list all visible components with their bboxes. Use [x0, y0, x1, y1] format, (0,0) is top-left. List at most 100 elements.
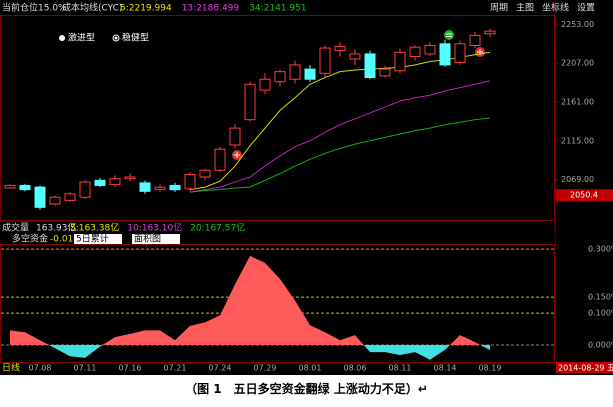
- candle-body: [364, 53, 376, 79]
- volume-ma-label: 5:163.38亿: [70, 222, 119, 234]
- candle-body: [454, 43, 466, 63]
- price-marker: [556, 189, 613, 202]
- candle-body: [484, 30, 496, 35]
- dropdown[interactable]: [132, 234, 180, 244]
- indicator-title: 多空资金: [12, 233, 48, 245]
- candle-body: [349, 53, 361, 60]
- y-tick-label: 0.150%: [588, 293, 613, 302]
- dropdown-text[interactable]: 面积图: [134, 233, 161, 245]
- x-tick-label: 08.14: [434, 364, 457, 373]
- candle-body: [109, 178, 121, 186]
- candle-body: [34, 186, 46, 208]
- x-tick-label: 08.19: [479, 364, 502, 373]
- candle-body: [184, 173, 196, 190]
- candle-body: [94, 179, 106, 186]
- y-tick-label: 2161.00: [561, 97, 594, 106]
- menu-item[interactable]: 周期: [490, 3, 508, 14]
- caption: （图 1 五日多空资金翻绿 上涨动力不足）↵: [185, 382, 428, 396]
- x-tick-label: 08.01: [299, 364, 322, 373]
- date: 2014-08-29 五: [558, 364, 613, 373]
- ma-line: [189, 117, 491, 193]
- candle-body: [199, 169, 211, 178]
- y-tick-label: 2207.00: [561, 59, 594, 68]
- ma-label: 13:2186.499: [182, 4, 240, 14]
- period: 日线: [2, 362, 20, 374]
- x-tick-label: 07.24: [209, 364, 232, 373]
- menu-item[interactable]: 坐标线: [542, 2, 569, 14]
- candle-body: [49, 196, 61, 205]
- x-tick-label: 07.16: [119, 364, 142, 373]
- candle-body: [154, 186, 166, 191]
- area-positive: [10, 255, 490, 346]
- area-negative: [49, 345, 490, 360]
- sell-icon: [444, 30, 454, 40]
- candle-body: [409, 46, 421, 57]
- background: [0, 0, 613, 375]
- date-box: [556, 362, 613, 373]
- y-tick-label: 0.300%: [588, 245, 613, 254]
- radio[interactable]: [112, 34, 120, 42]
- dropdown[interactable]: [74, 234, 122, 244]
- candle-body: [64, 193, 76, 202]
- radio[interactable]: [59, 35, 65, 41]
- x-tick-label: 07.08: [29, 364, 52, 373]
- x-tick-label: 07.21: [164, 364, 187, 373]
- ma-label: 5:2219.994: [120, 4, 172, 14]
- candle-body: [259, 78, 271, 91]
- indicator-value: -0.016%: [50, 235, 88, 245]
- candle-body: [289, 64, 301, 80]
- candle-body: [319, 47, 331, 74]
- ma-label: 34:2141.951: [249, 4, 306, 14]
- menu-item[interactable]: 主图: [516, 2, 534, 14]
- candle-body: [229, 127, 241, 146]
- option[interactable]: 激进型: [68, 32, 95, 44]
- plot: 2253.00 2207.00 2161.00 2115.00 2069.00 2050.…: [1, 20, 613, 373]
- ma-labels: 5:2219.994 13:2186.499 34:2141.951: [120, 4, 307, 14]
- y-tick-label: 0.000%: [588, 341, 613, 350]
- icon-glyph: [446, 33, 452, 37]
- x-tick-label: 07.29: [254, 364, 277, 373]
- candle-body: [334, 45, 346, 52]
- ma-line: [189, 80, 491, 193]
- candle-body: [304, 68, 316, 80]
- y-tick-label: 0.100%: [588, 309, 613, 318]
- candle-body: [214, 148, 226, 171]
- candle-body: [439, 43, 451, 66]
- y-tick-label: 2115.00: [561, 136, 594, 145]
- chart: 当前仓位15.0% 成本均线(CYC) 5:2219.994 13:2186.49…: [0, 0, 613, 375]
- candle-body: [124, 176, 136, 180]
- x-tick-label: 08.06: [344, 364, 367, 373]
- options: 激进型 稳健型: [59, 32, 149, 44]
- candle-body: [139, 182, 151, 192]
- candle-body: [19, 184, 31, 191]
- x-tick-label: 07.11: [74, 364, 97, 373]
- dropdown-text[interactable]: 5日累计: [76, 233, 109, 245]
- y-tick-label: 2253.00: [561, 20, 594, 29]
- menu-item[interactable]: 设置: [577, 3, 595, 14]
- candle-body: [4, 184, 16, 189]
- candle-body: [244, 83, 256, 121]
- candle-body: [379, 68, 391, 77]
- option[interactable]: 稳健型: [122, 32, 149, 44]
- position: 当前仓位15.0%: [2, 2, 67, 14]
- candle-body: [169, 184, 181, 191]
- candle-body: [394, 51, 406, 72]
- volume-label: 成交量: [2, 222, 29, 234]
- x-tick-label: 08.11: [389, 364, 412, 373]
- volume-ma-label: 20:167.57亿: [190, 222, 245, 234]
- candle-body: [469, 34, 481, 47]
- candle-body: [79, 181, 91, 198]
- candle-body: [274, 71, 286, 83]
- indicator-name: 成本均线(CYC): [62, 2, 122, 14]
- volume-ma-label: 10:163.10亿: [127, 222, 182, 234]
- price-marker-label: 2050.4: [570, 191, 598, 200]
- indicator-bar: [0, 233, 555, 244]
- candle-body: [424, 45, 436, 55]
- radio-dot: [114, 36, 118, 40]
- menu: 周期 主图 坐标线 设置: [490, 2, 595, 14]
- volume-ma: 5:163.38亿 10:163.10亿 20:167.57亿: [70, 222, 245, 234]
- volume-value: 163.93亿: [36, 222, 77, 234]
- icon-glyph: [234, 152, 240, 158]
- y-tick-label: 2069.00: [561, 175, 594, 184]
